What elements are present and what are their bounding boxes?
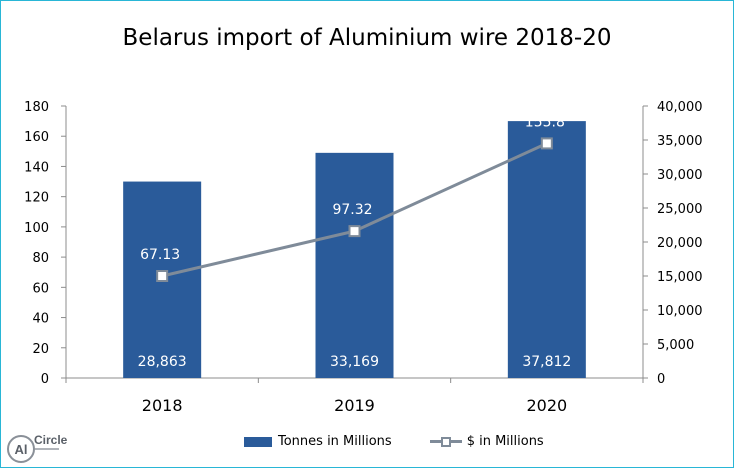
bar xyxy=(507,121,586,378)
bar-data-label: 28,863 xyxy=(138,354,187,370)
right-tick-label: 20,000 xyxy=(657,236,703,251)
right-tick-label: 35,000 xyxy=(657,134,703,149)
right-tick-label: 15,000 xyxy=(657,270,703,285)
legend-item-dollars: $ in Millions xyxy=(429,434,544,449)
logo-underline xyxy=(35,448,59,450)
alcircle-logo: Al Circle xyxy=(5,427,67,463)
left-tick-label: 160 xyxy=(24,130,49,145)
legend-label-dollars: $ in Millions xyxy=(466,434,544,449)
x-category-label: 2020 xyxy=(526,396,567,415)
chart-legend: Tonnes in Millions $ in Millions xyxy=(244,434,582,449)
left-tick-label: 0 xyxy=(41,372,49,387)
logo-text: Circle xyxy=(34,433,68,447)
bar-data-label: 37,812 xyxy=(522,354,571,370)
right-tick-label: 40,000 xyxy=(657,100,703,115)
left-tick-label: 80 xyxy=(32,251,49,266)
legend-swatch-bar xyxy=(244,436,272,447)
right-tick-label: 30,000 xyxy=(657,168,703,183)
left-tick-label: 180 xyxy=(24,100,49,115)
line-marker xyxy=(156,270,169,282)
legend-item-tonnes: Tonnes in Millions xyxy=(244,434,392,449)
logo-mark: Al xyxy=(7,435,35,463)
right-tick-label: 25,000 xyxy=(657,202,703,217)
chart-title: Belarus import of Aluminium wire 2018-20 xyxy=(122,25,612,51)
left-tick-label: 20 xyxy=(32,342,49,357)
x-category-label: 2019 xyxy=(334,396,375,415)
left-tick-label: 40 xyxy=(32,312,49,327)
bar-data-label: 33,169 xyxy=(330,354,379,370)
right-tick-label: 0 xyxy=(657,372,665,387)
line-data-label: 97.32 xyxy=(332,202,372,218)
bar xyxy=(315,152,394,378)
left-tick-label: 100 xyxy=(24,221,49,236)
left-tick-label: 120 xyxy=(24,191,49,206)
line-data-label: 155.8 xyxy=(525,114,565,130)
legend-swatch-line xyxy=(429,436,462,448)
x-category-label: 2018 xyxy=(142,396,183,415)
right-tick-label: 10,000 xyxy=(657,304,703,319)
left-tick-label: 140 xyxy=(24,160,49,175)
left-tick-label: 60 xyxy=(32,281,49,296)
legend-label-tonnes: Tonnes in Millions xyxy=(278,434,392,449)
right-tick-label: 5,000 xyxy=(657,338,694,353)
line-marker xyxy=(540,137,553,150)
line-data-label: 67.13 xyxy=(140,247,180,263)
line-marker xyxy=(348,225,361,238)
